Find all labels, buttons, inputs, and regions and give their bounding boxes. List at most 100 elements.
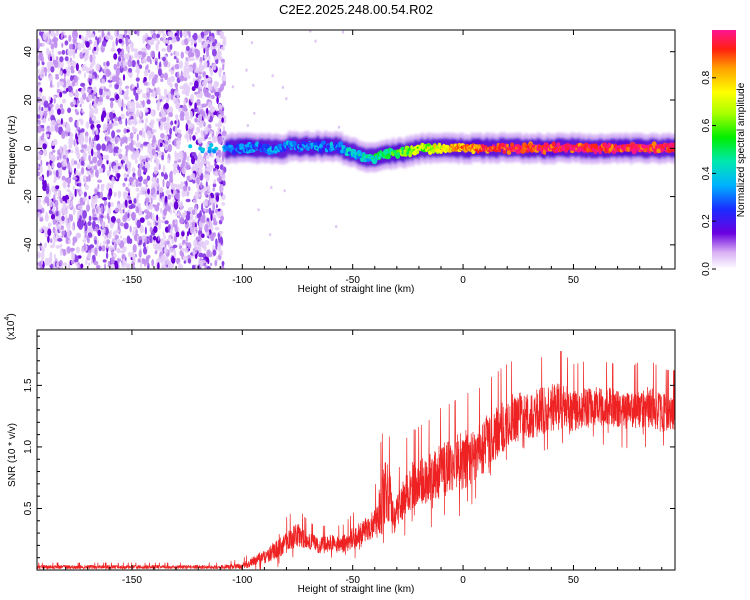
noise-speckle — [208, 136, 212, 140]
noise-speckle — [89, 244, 95, 249]
noise-speckle — [199, 120, 203, 127]
noise-speckle — [91, 148, 94, 157]
colorbar: 0.0 0.2 0.4 0.6 0.8 Normalized spectral ampl… — [701, 30, 747, 276]
noise-speckle — [112, 165, 118, 171]
noise-speckle — [160, 219, 166, 224]
noise-speckle — [124, 145, 128, 150]
noise-speckle — [152, 135, 156, 144]
noise-speckle — [145, 117, 148, 124]
noise-speckle — [141, 235, 146, 240]
noise-speckle — [197, 193, 201, 198]
noise-speckle — [163, 125, 168, 131]
noise-speckle — [76, 99, 79, 106]
noise-speckle — [179, 75, 185, 82]
noise-speckle — [121, 262, 127, 268]
noise-speckle — [202, 112, 206, 118]
noise-speckle — [154, 57, 158, 62]
noise-speckle — [128, 205, 134, 210]
signal-cell — [300, 147, 304, 151]
noise-speckle — [119, 258, 121, 262]
noise-speckle — [128, 199, 133, 205]
noise-speckle — [163, 134, 169, 143]
noise-speckle — [70, 214, 74, 222]
noise-speckle — [214, 162, 217, 167]
snr-multiplier-exponent: 4 — [4, 317, 11, 321]
noise-speckle — [204, 160, 210, 166]
noise-speckle — [155, 42, 159, 52]
noise-speckle — [85, 259, 88, 265]
noise-speckle — [167, 194, 172, 200]
signal-core-strip — [232, 138, 236, 159]
noise-speckle — [160, 237, 165, 247]
noise-speckle — [128, 238, 133, 245]
noise-speckle — [250, 41, 254, 45]
noise-speckle — [170, 88, 175, 96]
noise-speckle — [148, 203, 154, 210]
noise-speckle — [164, 195, 168, 203]
noise-speckle — [214, 226, 220, 231]
noise-speckle — [105, 95, 110, 100]
noise-speckle — [157, 68, 162, 76]
noise-speckle — [139, 110, 142, 117]
noise-speckle — [112, 41, 115, 49]
noise-speckle — [133, 226, 138, 231]
noise-speckle — [80, 128, 85, 133]
noise-speckle — [113, 146, 117, 153]
noise-speckle — [43, 110, 48, 118]
noise-speckle — [212, 217, 216, 222]
noise-speckle — [164, 140, 169, 146]
snr-multiplier-text: (x104) — [4, 313, 17, 340]
noise-speckle — [203, 36, 207, 41]
noise-speckle — [85, 41, 90, 48]
signal-core-strip — [417, 140, 421, 161]
noise-speckle — [53, 33, 58, 37]
noise-speckle — [103, 215, 107, 219]
noise-speckle — [203, 61, 208, 69]
noise-speckle — [197, 108, 200, 115]
noise-speckle — [170, 52, 173, 56]
noise-speckle — [75, 146, 78, 152]
noise-speckle — [89, 140, 94, 149]
noise-speckle — [216, 96, 219, 104]
noise-speckle — [118, 55, 122, 62]
noise-speckle — [41, 257, 43, 266]
noise-speckle — [190, 93, 194, 103]
noise-speckle — [197, 137, 203, 144]
noise-speckle — [189, 110, 193, 120]
noise-speckle — [185, 235, 188, 242]
snr-x-tick-label: 0 — [460, 575, 466, 586]
noise-speckle — [222, 180, 226, 186]
noise-speckle — [69, 165, 73, 174]
noise-speckle — [93, 141, 97, 150]
noise-speckle — [168, 202, 173, 207]
noise-speckle — [109, 148, 114, 153]
noise-speckle — [217, 242, 221, 248]
spectrogram-y-tick-label: -40 — [23, 237, 34, 252]
noise-speckle — [209, 131, 213, 135]
noise-speckle — [132, 176, 137, 180]
noise-speckle — [193, 239, 199, 248]
noise-speckle — [216, 177, 222, 183]
noise-speckle — [44, 196, 50, 204]
noise-speckle — [156, 177, 159, 184]
noise-speckle — [77, 42, 82, 51]
noise-speckle — [111, 130, 116, 139]
noise-speckle — [53, 175, 57, 183]
noise-speckle — [194, 154, 198, 161]
noise-speckle — [56, 88, 61, 94]
noise-speckle — [175, 231, 180, 238]
noise-speckle — [192, 250, 196, 256]
noise-speckle — [67, 161, 71, 170]
signal-cell — [610, 144, 615, 149]
noise-speckle — [64, 181, 67, 185]
noise-speckle — [195, 236, 200, 241]
noise-speckle — [117, 239, 121, 244]
noise-speckle — [96, 149, 101, 159]
noise-speckle — [39, 217, 44, 222]
noise-speckle — [170, 120, 174, 126]
noise-speckle — [193, 226, 199, 231]
noise-speckle — [70, 201, 73, 208]
noise-speckle — [55, 245, 61, 249]
noise-speckle — [111, 250, 114, 257]
noise-speckle — [137, 258, 142, 263]
